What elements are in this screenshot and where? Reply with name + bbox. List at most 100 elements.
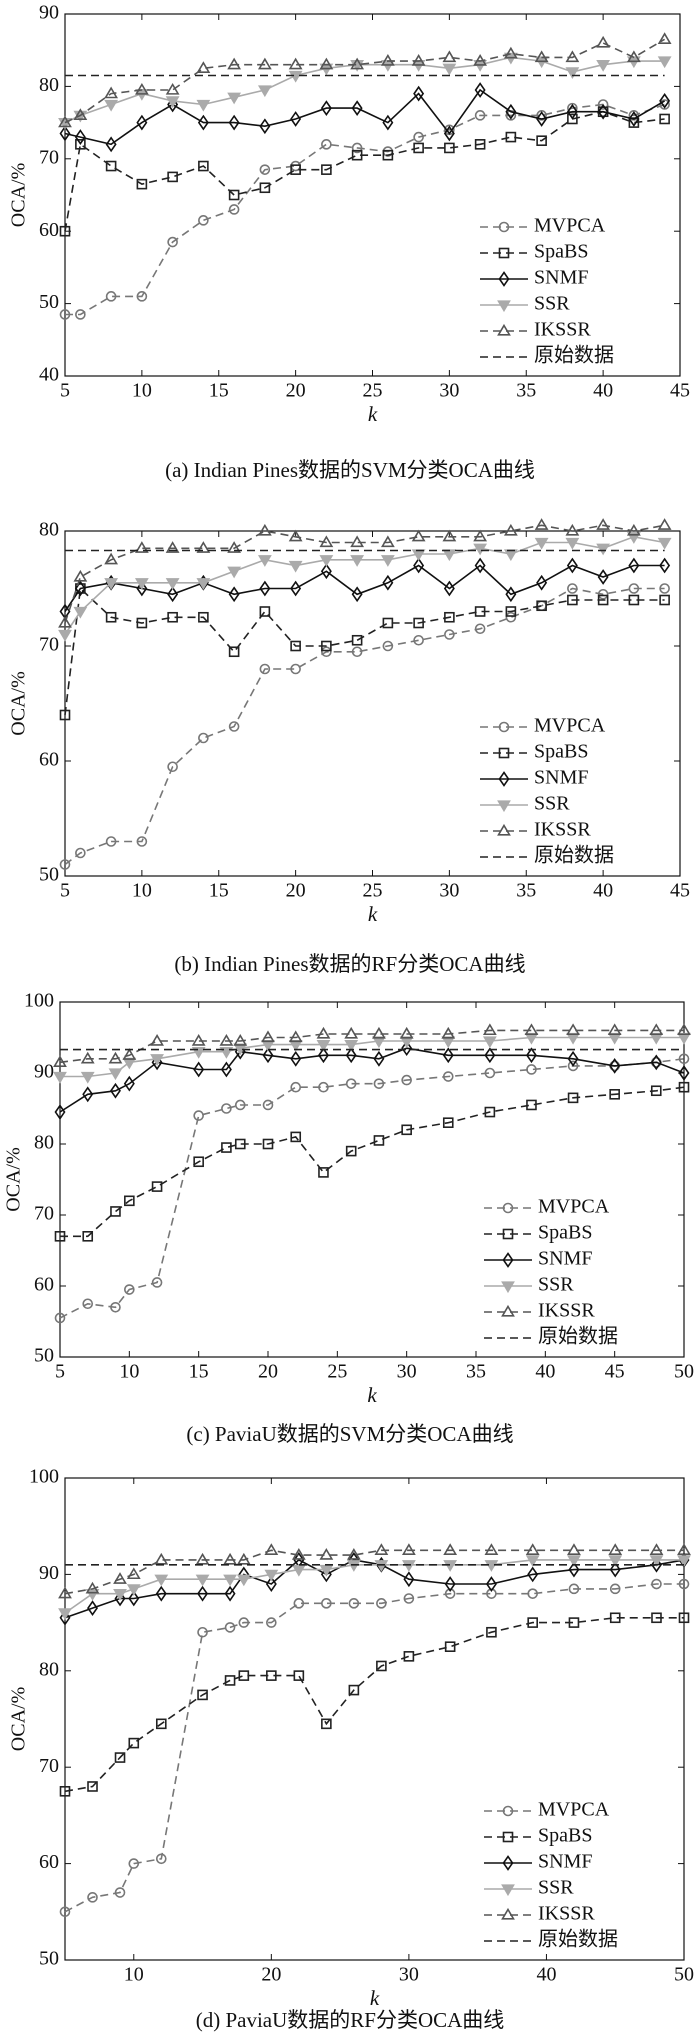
legend-label: SNMF [538, 1851, 592, 1873]
point [221, 1142, 232, 1153]
legend-marker [501, 1907, 515, 1920]
point [228, 646, 240, 658]
x-tick-label: 30 [439, 880, 459, 902]
point [234, 1099, 246, 1111]
x-tick-label: 30 [439, 380, 459, 402]
point [193, 1110, 204, 1121]
point [350, 535, 365, 548]
point [321, 646, 332, 658]
point [104, 552, 119, 565]
point [503, 549, 518, 562]
legend-label: SNMF [534, 267, 588, 289]
point [85, 1581, 100, 1594]
point [597, 99, 609, 110]
point [474, 139, 486, 150]
point [649, 1023, 664, 1036]
point [474, 82, 486, 98]
point [565, 50, 580, 63]
point [290, 1081, 302, 1093]
point [238, 1670, 250, 1681]
point [128, 1737, 140, 1749]
point [316, 1039, 331, 1052]
point [677, 1555, 691, 1568]
point [128, 1858, 140, 1869]
legend-label: SpaBS [534, 241, 588, 263]
point [82, 1231, 94, 1242]
x-tick-label: 40 [593, 380, 613, 402]
point [59, 1609, 71, 1626]
point [505, 586, 517, 603]
point [372, 1026, 386, 1039]
y-tick-label: 100 [24, 990, 54, 1012]
point [536, 574, 548, 591]
legend-marker [502, 1831, 514, 1843]
point [609, 1057, 621, 1074]
series-line [64, 1617, 684, 1793]
point [290, 663, 301, 675]
point [73, 569, 88, 582]
legend-label: 原始数据 [538, 1325, 618, 1348]
point [401, 1543, 416, 1555]
point [380, 53, 395, 66]
point [318, 1167, 329, 1178]
point [565, 537, 580, 550]
point [503, 46, 518, 59]
point [626, 50, 641, 63]
legend-marker [501, 1884, 515, 1897]
x-tick-label: 10 [124, 1964, 144, 1986]
point [109, 1082, 121, 1099]
point [113, 1572, 127, 1584]
point [58, 1608, 72, 1621]
point [505, 606, 517, 617]
point [154, 1574, 169, 1587]
point [565, 67, 580, 79]
point [373, 1050, 385, 1067]
series-line [59, 1029, 684, 1064]
point [651, 1612, 662, 1624]
point [441, 1036, 456, 1049]
series-line [59, 1047, 685, 1113]
x-tick-label: 40 [535, 1361, 555, 1383]
point [58, 1586, 72, 1599]
point [597, 569, 609, 585]
y-tick-label: 80 [39, 74, 59, 96]
y-tick-label: 70 [39, 1755, 59, 1777]
point [262, 1099, 274, 1111]
y-tick-label: 80 [39, 1658, 59, 1680]
point [567, 594, 578, 606]
point [319, 57, 334, 70]
y-axis-label: OCA/% [8, 1687, 30, 1751]
point [320, 1566, 332, 1583]
point [196, 541, 211, 553]
legend-label: IKSSR [538, 1300, 595, 1322]
point [257, 57, 272, 70]
point [290, 111, 302, 127]
point [376, 1598, 387, 1609]
series-line [64, 1583, 684, 1913]
point [262, 1047, 274, 1064]
point [288, 560, 303, 573]
point [191, 1033, 206, 1046]
y-tick-label: 70 [39, 634, 59, 656]
x-tick-label: 15 [209, 380, 229, 402]
point [442, 1047, 454, 1064]
point [293, 1670, 305, 1681]
caption: (b) Indian Pines数据的RF分类OCA曲线 [174, 952, 525, 976]
legend-label: SpaBS [538, 1825, 592, 1847]
point [197, 1626, 208, 1638]
point [198, 160, 209, 172]
point [443, 580, 455, 597]
point [649, 1555, 664, 1568]
point [87, 1600, 98, 1617]
point [257, 523, 272, 536]
point [596, 35, 611, 48]
point [221, 1103, 232, 1114]
point [596, 60, 611, 72]
series-line [64, 587, 665, 866]
x-tick-label: 35 [516, 380, 536, 402]
y-tick-label: 50 [34, 1345, 54, 1367]
point [597, 103, 609, 120]
x-tick-label: 5 [60, 380, 70, 402]
point [136, 291, 148, 302]
point [609, 1612, 621, 1624]
